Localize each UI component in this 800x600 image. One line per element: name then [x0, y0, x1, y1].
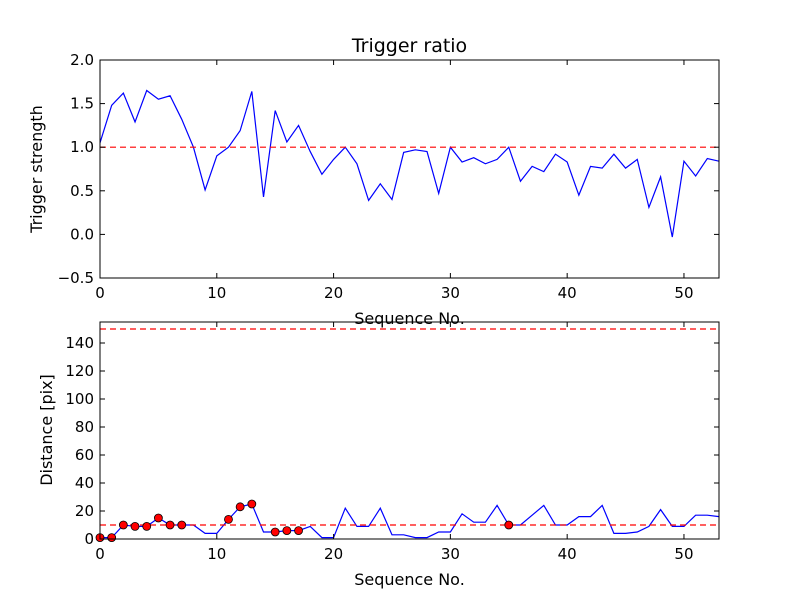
data-point — [153, 513, 163, 523]
y-tick-label: 140 — [65, 334, 94, 352]
y-tick-label: 100 — [65, 390, 94, 408]
data-point — [270, 527, 280, 537]
x-tick-label: 50 — [674, 284, 693, 302]
y-tick-label: 60 — [75, 446, 94, 464]
x-tick-label: 0 — [95, 545, 105, 563]
series-line — [100, 503, 720, 539]
data-point — [235, 502, 245, 512]
y-tick-label: 80 — [75, 418, 94, 436]
data-point — [224, 515, 233, 524]
y-tick-label: 120 — [65, 362, 94, 380]
y-axis-label: Trigger strength — [27, 105, 46, 234]
x-tick-label: 20 — [324, 545, 343, 563]
x-tick-label: 10 — [207, 545, 226, 563]
x-tick-label: 50 — [674, 545, 693, 563]
y-axis-label: Distance [pix] — [37, 374, 56, 486]
data-point — [282, 526, 292, 535]
series-line — [99, 89, 720, 238]
y-tick-label: 2.0 — [70, 51, 94, 69]
data-point — [504, 520, 514, 530]
x-tick-label: 30 — [441, 545, 460, 563]
x-tick-label: 20 — [324, 284, 343, 302]
data-point — [142, 522, 152, 531]
x-tick-label: 0 — [95, 284, 105, 302]
x-tick-label: 40 — [558, 545, 577, 563]
y-tick-label: 0 — [84, 530, 94, 548]
trigger-ratio-chart: Trigger ratio 0 10 20 30 40 50 −0.5 0.0 0.5 1.0 1… — [27, 35, 720, 328]
plot-frame — [99, 321, 720, 540]
x-axis-label: Sequence No. — [354, 570, 465, 589]
data-point — [130, 522, 140, 531]
y-tick-label: 0.5 — [70, 182, 94, 200]
chart-title: Trigger ratio — [351, 35, 467, 57]
y-tick-label: 1.0 — [70, 138, 94, 156]
x-tick-label: 30 — [441, 284, 460, 302]
x-axis-label: Sequence No. — [354, 309, 465, 328]
y-tick-label: 0.0 — [70, 225, 94, 243]
plot-frame — [99, 59, 720, 279]
data-point — [294, 526, 303, 535]
data-point — [165, 520, 175, 530]
data-point — [247, 499, 257, 509]
y-tick-label: 20 — [75, 502, 94, 520]
distance-chart: 0 10 20 30 40 50 0 20 40 60 80 100 120 140 Sequence … — [37, 321, 720, 589]
y-tick-label: 1.5 — [70, 95, 94, 113]
data-point — [107, 533, 117, 542]
data-point — [118, 520, 128, 530]
y-tick-label: 40 — [75, 474, 94, 492]
y-tick-label: −0.5 — [58, 269, 94, 287]
x-tick-label: 10 — [207, 284, 226, 302]
x-tick-label: 40 — [558, 284, 577, 302]
data-point — [177, 520, 187, 530]
